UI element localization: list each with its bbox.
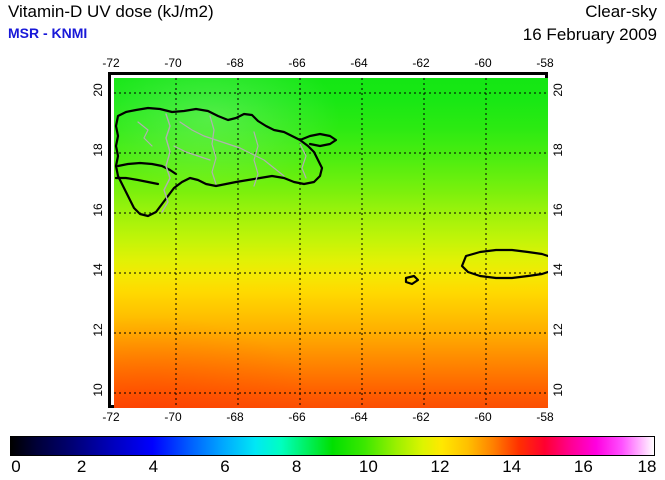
x-tick-label: -60 <box>474 56 492 70</box>
colorbar-tick-label: 2 <box>76 457 87 476</box>
uv-dose-field <box>114 78 548 408</box>
colorbar-tick-label: 8 <box>291 457 302 476</box>
uv-dose-shading <box>114 78 548 408</box>
x-tick-label: -58 <box>536 56 554 70</box>
y-tick-label: 14 <box>91 263 105 277</box>
colorbar-tick-label: 16 <box>573 457 593 476</box>
x-tick-label: -70 <box>164 56 182 70</box>
plot-frame <box>108 72 548 408</box>
x-tick-label: -68 <box>226 410 244 424</box>
colorbar-tick-label: 18 <box>637 457 657 476</box>
x-tick-label: -70 <box>164 410 182 424</box>
date-label: 16 February 2009 <box>522 25 657 44</box>
y-tick-label: 18 <box>551 143 565 157</box>
x-tick-label: -68 <box>226 56 244 70</box>
y-tick-label: 12 <box>91 323 105 337</box>
chart-header: Vitamin-D UV dose (kJ/m2) MSR - KNMI Cle… <box>0 0 665 50</box>
x-tick-label: -64 <box>350 56 368 70</box>
x-tick-label: -66 <box>288 410 306 424</box>
y-tick-label: 10 <box>91 383 105 397</box>
plot-area <box>114 78 548 408</box>
colorbar: 0 2 4 6 8 10 12 14 16 18 <box>10 436 657 480</box>
colorbar-tick-label: 10 <box>358 457 378 476</box>
y-tick-label: 16 <box>91 203 105 217</box>
y-tick-label: 18 <box>91 143 105 157</box>
x-tick-label: -64 <box>350 410 368 424</box>
colorbar-tick-label: 12 <box>430 457 450 476</box>
y-tick-label: 16 <box>551 203 565 217</box>
sky-condition-label: Clear-sky <box>585 2 657 21</box>
coastlines <box>114 106 548 286</box>
x-tick-label: -72 <box>102 56 120 70</box>
y-tick-label: 14 <box>551 263 565 277</box>
colorbar-tick-label: 6 <box>220 457 230 476</box>
x-tick-label: -60 <box>474 410 492 424</box>
colorbar-tick-label: 0 <box>11 457 21 476</box>
x-tick-label: -72 <box>102 410 120 424</box>
x-tick-label: -62 <box>412 410 430 424</box>
page-title: Vitamin-D UV dose (kJ/m2) <box>8 2 214 21</box>
y-tick-label: 10 <box>551 383 565 397</box>
y-tick-label: 20 <box>551 83 565 97</box>
colorbar-tick-labels: 0 2 4 6 8 10 12 14 16 18 <box>10 456 657 480</box>
x-tick-label: -62 <box>412 56 430 70</box>
x-tick-label: -58 <box>536 410 554 424</box>
source-label: MSR - KNMI <box>8 25 88 41</box>
y-tick-label: 12 <box>551 323 565 337</box>
map-plot: -72 -70 -68 -66 -64 -62 -60 -58 <box>91 56 565 424</box>
colorbar-tick-label: 4 <box>148 457 159 476</box>
colorbar-tick-label: 14 <box>502 457 522 476</box>
y-tick-label: 20 <box>91 83 105 97</box>
colorbar-gradient <box>10 436 655 456</box>
grid-lines <box>114 78 548 408</box>
x-tick-label: -66 <box>288 56 306 70</box>
